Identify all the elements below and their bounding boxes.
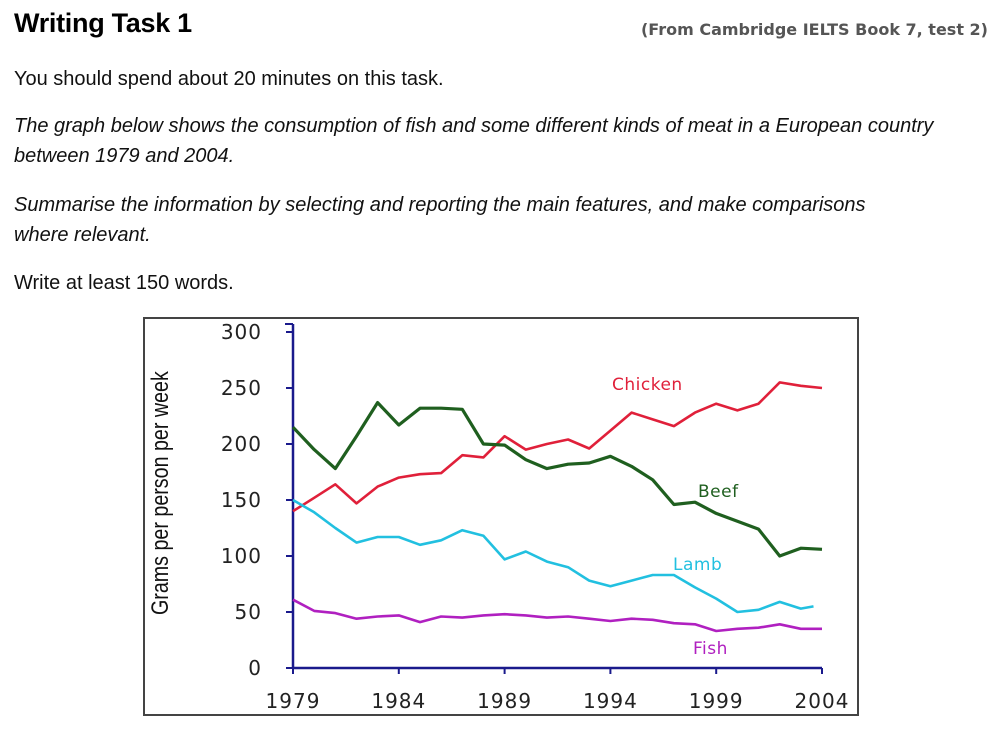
y-tick-label: 200 <box>221 432 262 456</box>
x-tick-label: 1984 <box>371 689 426 713</box>
task-instruction: Summarise the information by selecting a… <box>14 194 866 246</box>
page-title: Writing Task 1 <box>14 8 192 38</box>
time-instruction: You should spend about 20 minutes on thi… <box>14 68 444 90</box>
task-prompt: The graph below shows the consumption of… <box>14 115 934 167</box>
y-tick-label: 50 <box>235 600 262 624</box>
source-note: (From Cambridge IELTS Book 7, test 2) <box>640 20 988 39</box>
series-line-chicken <box>292 381 823 513</box>
series-line-fish <box>292 598 822 633</box>
x-tick-label: 2004 <box>795 689 850 713</box>
series-line-beef <box>291 401 823 558</box>
chart-axes <box>285 323 822 670</box>
series-label-beef: Beef <box>698 482 739 502</box>
x-tick-label: 1999 <box>689 689 744 713</box>
chart-frame <box>143 317 859 716</box>
chart-lines <box>291 381 823 633</box>
x-tick-label: 1989 <box>477 689 532 713</box>
x-tick-label: 1994 <box>583 689 638 713</box>
series-label-fish: Fish <box>693 639 728 659</box>
y-tick-label: 250 <box>221 376 262 400</box>
y-tick-label: 300 <box>221 320 262 344</box>
y-tick-label: 100 <box>221 544 262 568</box>
x-tick-label: 1979 <box>266 689 321 713</box>
series-label-lamb: Lamb <box>673 555 722 575</box>
y-tick-label: 150 <box>221 488 262 512</box>
length-instruction: Write at least 150 words. <box>14 272 234 294</box>
y-tick-label: 0 <box>248 656 262 680</box>
series-line-lamb <box>292 498 814 614</box>
chart-ticks: 0 50 100 150 200 250 300 1979 1984 1989 1994 1999 20… <box>221 320 850 713</box>
series-label-chicken: Chicken <box>612 375 683 395</box>
chart-series-labels: Chicken Beef Lamb Fish <box>612 375 739 659</box>
y-axis-title: Grams per person per week <box>146 371 173 615</box>
